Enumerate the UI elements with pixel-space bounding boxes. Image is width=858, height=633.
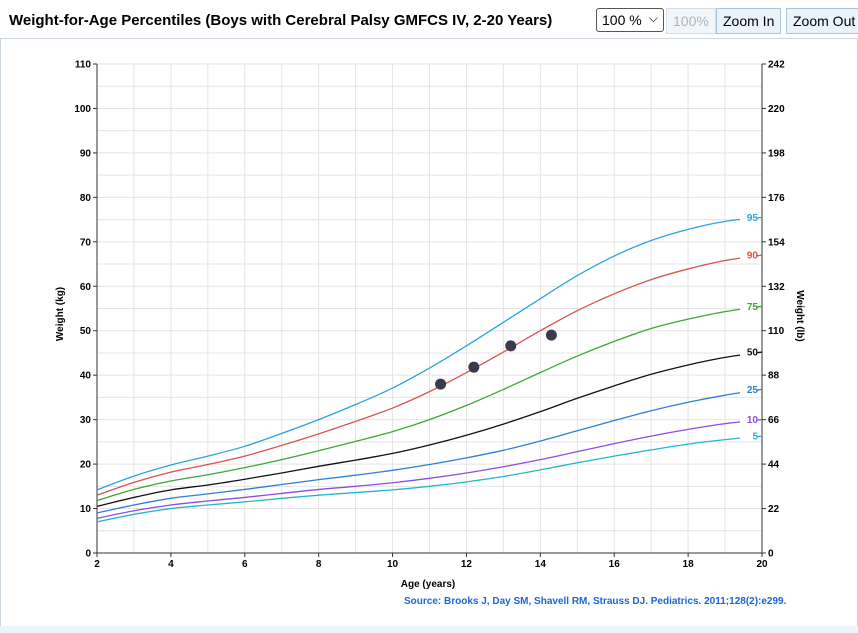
percentile-line-10 (96, 418, 763, 519)
y-tick-label: 20 (80, 460, 92, 471)
y2-tick-label: 176 (768, 193, 785, 204)
zoom-out-button[interactable]: Zoom Out (786, 8, 858, 34)
percentile-label-5: 5 (752, 432, 758, 443)
y2-tick-label: 22 (768, 504, 780, 515)
y2-tick-label: 154 (768, 237, 785, 248)
y2-tick-label: 66 (768, 415, 780, 426)
chart-title: Weight-for-Age Percentiles (Boys with Ce… (9, 12, 553, 29)
percentile-label-75: 75 (747, 302, 759, 313)
percentile-labels: 5 10 25 50 75 90 95 (740, 211, 759, 443)
measurement-points (435, 329, 557, 390)
y2-tick-label: 198 (768, 148, 785, 159)
percentile-label-bg (740, 211, 757, 223)
percentile-line-95 (96, 216, 763, 491)
y-tick-label: 80 (80, 193, 92, 204)
y2-tick-label: 132 (768, 282, 785, 293)
percentile-label-25: 25 (747, 385, 759, 396)
percentile-label-bg (740, 383, 757, 395)
percentile-label-bg (740, 249, 757, 261)
percentile-lines (96, 216, 763, 523)
y2-tick-label: 0 (768, 549, 774, 560)
x-tick-label: 16 (609, 559, 621, 570)
x-tick-label: 8 (316, 559, 322, 570)
y2-tick-label: 44 (768, 460, 780, 471)
x-axis-label: Age (years) (401, 579, 455, 590)
x-tick-label: 6 (242, 559, 248, 570)
zoom-in-button[interactable]: Zoom In (716, 8, 782, 34)
y-tick-label: 70 (80, 237, 92, 248)
y-tick-label: 40 (80, 371, 92, 382)
axes: 2 4 6 8 10 12 14 16 18 20010203040506070809010011… (74, 60, 785, 571)
y2-tick-label: 220 (768, 104, 785, 115)
x-tick-label: 20 (756, 559, 768, 570)
y-tick-label: 10 (80, 504, 92, 515)
zoom-select-value: 100 % (602, 12, 642, 28)
x-tick-label: 18 (683, 559, 695, 570)
y2-tick-label: 110 (768, 326, 785, 337)
zoom-reset-button[interactable]: 100% (666, 8, 716, 34)
measurement-point (435, 378, 447, 390)
y-tick-label: 110 (75, 60, 92, 71)
chevron-down-icon: ⌵ (648, 11, 658, 25)
toolbar: Weight-for-Age Percentiles (Boys with Ce… (0, 0, 858, 39)
y-tick-label: 30 (80, 415, 92, 426)
percentile-label-bg (740, 414, 757, 426)
y-tick-label: 0 (85, 549, 91, 560)
percentile-line-25 (96, 388, 763, 514)
x-tick-label: 4 (168, 559, 174, 570)
percentile-line-75 (96, 305, 763, 502)
percentile-label-95: 95 (747, 213, 759, 224)
y-tick-label: 50 (80, 326, 92, 337)
percentile-label-50: 50 (747, 348, 759, 359)
grid (96, 63, 763, 554)
y2-tick-label: 242 (768, 60, 785, 71)
y-tick-label: 60 (80, 282, 92, 293)
measurement-point (545, 329, 557, 341)
measurement-point (505, 340, 517, 352)
percentile-line-90 (96, 254, 763, 496)
y-axis-label: Weight (kg) (55, 287, 66, 341)
footer-bar (0, 626, 858, 633)
y-tick-label: 100 (74, 104, 91, 115)
zoom-select[interactable]: 100 % ⌵ (596, 8, 664, 32)
percentile-line-50 (96, 351, 763, 507)
y2-tick-label: 88 (768, 371, 780, 382)
x-tick-label: 2 (94, 559, 100, 570)
measurement-point (468, 361, 480, 373)
x-tick-label: 14 (535, 559, 547, 570)
percentile-label-10: 10 (747, 415, 759, 426)
percentile-line-5 (96, 435, 763, 523)
weight-for-age-chart: 2 4 6 8 10 12 14 16 18 20010203040506070809010011… (55, 60, 805, 591)
x-tick-label: 12 (461, 559, 473, 570)
y2-axis-label: Weight (lb) (794, 290, 805, 341)
y-tick-label: 90 (80, 148, 92, 159)
x-tick-label: 10 (387, 559, 399, 570)
percentile-label-bg (740, 300, 757, 312)
source-citation: Source: Brooks J, Day SM, Shavell RM, St… (404, 596, 787, 607)
percentile-label-bg (740, 430, 757, 442)
percentile-label-90: 90 (747, 251, 759, 262)
percentile-label-bg (740, 346, 757, 358)
